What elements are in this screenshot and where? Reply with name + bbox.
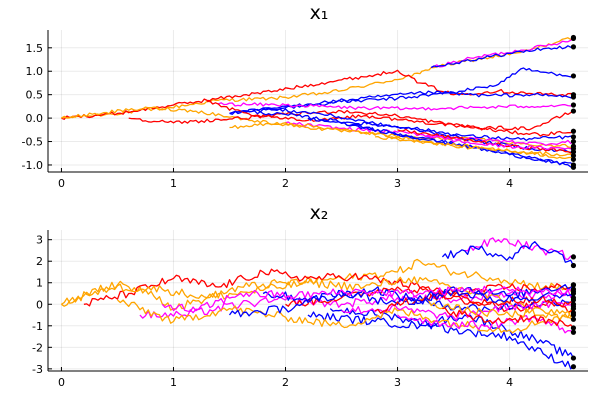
plot-x1-x-ticks: 0 1 2 3 4 [58,177,513,190]
plot-x1-endpoint-marker [570,134,577,140]
plot-x1-series-line [206,100,574,131]
plot-x2-xtick-label: 3 [394,376,401,389]
plot-x1-series-line [397,128,574,154]
plot-x1: x₁ 0 1 2 3 4 -1.0 -0.5 0.0 0.5 1.0 1.5 [22,2,588,190]
plot-x2-ytick-label: 1 [36,277,43,290]
plot-x2-series-line [161,285,574,313]
plot-x1-xtick-label: 2 [282,177,289,190]
plot-x1-endpoint-marker [570,73,577,79]
plot-x2-title: x₂ [310,202,329,224]
plot-x1-series-line [307,117,574,166]
plot-x2-series-line [61,258,574,311]
plot-x2-xtick-label: 1 [170,376,177,389]
plot-x2-endpoint-marker [570,364,577,370]
plot-x2-endpoint-marker [570,312,577,318]
plot-x1-endpoint-marker [570,35,577,42]
plot-x2-series-line [408,290,574,306]
plot-x1-series-line [229,67,574,115]
plot-x1-series-line [128,109,574,137]
plot-x1-series-line [375,135,574,160]
plot-x2-endpoint-marker [570,316,577,322]
plot-x2-series-line [139,289,574,319]
plot-x2-ytick-label: 2 [36,255,43,268]
plot-x1-endpoints [570,34,577,170]
plot-x2-series-line [441,241,574,266]
plot-x1-ytick-label: 1.0 [26,65,44,78]
plot-x2: x₂ 0 1 2 3 4 -3 -2 -1 0 1 2 3 [32,202,588,389]
plot-x1-series-line [218,102,574,111]
plot-x1-series-line [61,69,574,120]
plot-x2-xtick-label: 4 [506,376,513,389]
plot-x1-series-line [419,133,574,150]
plot-x1-endpoint-marker [570,94,577,100]
plot-x2-endpoint-marker [570,355,577,361]
plot-x2-endpoint-marker [570,254,577,260]
plot-x2-series [61,237,574,370]
plot-x1-endpoint-marker [570,152,577,159]
plot-x2-ytick-label: 0 [36,298,43,311]
plot-x1-endpoint-marker [570,138,577,145]
plot-x1-xtick-label: 1 [170,177,177,190]
plot-x2-xtick-label: 0 [58,376,65,389]
plot-x2-series-line [419,297,574,318]
plot-x2-endpoints [570,254,577,370]
plot-x2-series-line [61,276,574,322]
plot-x2-ytick-label: -1 [32,320,43,333]
plot-x1-series-line [229,90,574,115]
plot-x2-ytick-label: -2 [32,341,43,354]
plot-x1-ytick-label: -1.0 [22,159,43,172]
plot-x1-endpoint-marker [570,145,577,152]
plot-x1-xtick-label: 4 [506,177,513,190]
plot-x1-endpoint-marker [570,102,577,108]
plot-x2-endpoint-marker [570,282,577,288]
plot-x2-endpoint-marker [570,325,577,331]
plot-x1-endpoint-marker [570,164,577,170]
plot-x1-ytick-label: -0.5 [22,136,43,149]
plot-x2-endpoint-marker [570,303,577,310]
plot-x1-title: x₁ [310,2,329,24]
plot-x2-ytick-label: 3 [36,234,43,247]
plot-x2-axes [47,230,588,372]
plot-x1-series-line [430,45,574,69]
plot-x1-endpoint-marker [570,108,577,114]
plot-x1-y-ticks: -1.0 -0.5 0.0 0.5 1.0 1.5 [22,42,43,172]
plot-x1-series-line [61,106,574,149]
plot-x1-series-line [430,37,574,69]
plot-x1-ytick-label: 0.0 [26,112,44,125]
plot-x2-endpoint-marker [570,288,577,294]
plot-x1-endpoint-marker [570,44,577,50]
plot-x2-series-line [307,311,574,359]
plot-x2-endpoint-marker [570,295,577,301]
plot-x1-xtick-label: 3 [394,177,401,190]
plot-x2-endpoint-marker [570,329,577,335]
plot-x1-xtick-label: 0 [58,177,65,190]
plot-x1-axes [47,30,588,173]
plot-x1-ytick-label: 0.5 [26,89,44,102]
plot-x2-endpoint-marker [570,262,577,269]
plot-x2-x-ticks: 0 1 2 3 4 [58,376,513,389]
plot-x2-series-line [83,268,574,307]
plot-x2-series-line [374,292,574,314]
plot-x2-xtick-label: 2 [282,376,289,389]
plot-x1-endpoint-marker [570,128,577,134]
plot-x1-series [61,36,574,168]
plot-x1-endpoint-marker [570,156,577,162]
plot-x2-series-line [442,307,574,329]
plot-x1-ytick-label: 1.5 [26,42,44,55]
plot-x2-ytick-label: -3 [32,363,43,376]
plot-x2-y-ticks: -3 -2 -1 0 1 2 3 [32,234,43,376]
